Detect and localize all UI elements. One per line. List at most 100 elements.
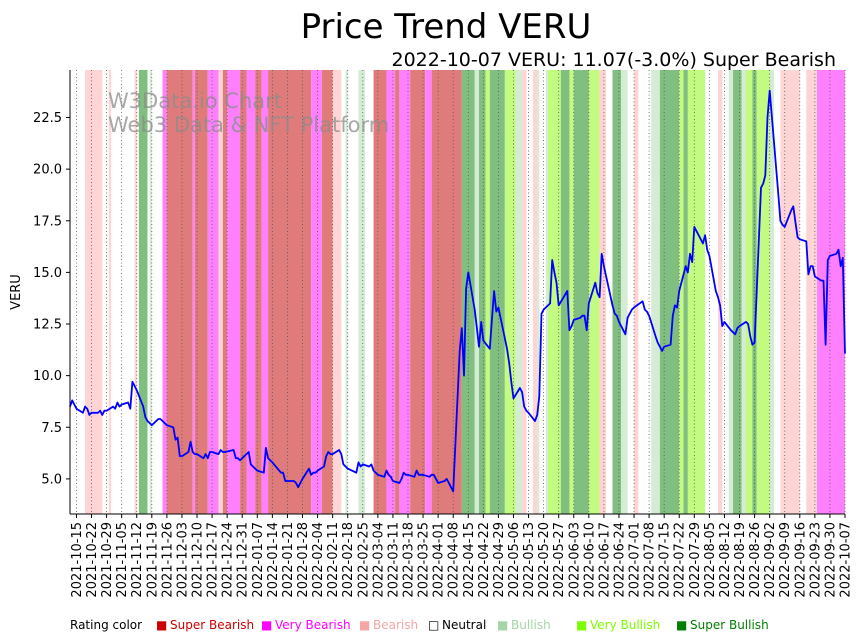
rating-band: [358, 70, 365, 514]
x-tick-label: 2021-11-19: [145, 522, 160, 598]
rating-legend: Rating color ■ Super Bearish ■ Very Bearish…: [70, 618, 769, 632]
rating-band: [227, 70, 241, 514]
rating-band: [321, 70, 333, 514]
rating-band: [515, 70, 523, 514]
x-tick-label: 2022-09-09: [778, 522, 793, 598]
axes: [69, 70, 845, 515]
rating-band: [588, 70, 600, 514]
rating-band: [240, 70, 247, 514]
rating-band: [651, 70, 660, 514]
rating-band: [728, 70, 734, 514]
rating-band: [347, 70, 359, 514]
x-tick-label: 2022-02-11: [326, 522, 341, 598]
rating-band: [194, 70, 208, 514]
y-tick-label: 10.0: [33, 369, 62, 384]
x-tick-label: 2021-12-17: [206, 522, 221, 598]
rating-band: [784, 70, 800, 514]
rating-bands: [78, 70, 845, 514]
y-tick-label: 22.5: [33, 111, 62, 126]
legend-label: Super Bullish: [690, 618, 769, 632]
y-tick-label: 15.0: [33, 266, 62, 281]
x-tick-label: 2022-02-04: [311, 522, 326, 598]
rating-band: [659, 70, 680, 514]
x-tick-label: 2022-06-10: [582, 522, 597, 598]
rating-band: [485, 70, 490, 514]
rating-band: [745, 70, 753, 514]
legend-swatch: ■: [676, 618, 687, 632]
rating-band: [812, 70, 818, 514]
legend-swatch: □: [428, 618, 439, 632]
x-tick-label: 2021-11-05: [115, 522, 130, 598]
watermark-line-1: W3Data.io Chart: [108, 89, 282, 113]
x-tick-label: 2022-09-23: [808, 522, 823, 598]
rating-band: [532, 70, 538, 514]
rating-band: [399, 70, 411, 514]
legend-swatch: ■: [261, 618, 272, 632]
x-tick-label: 2022-07-08: [643, 522, 658, 598]
x-tick-label: 2022-02-25: [356, 522, 371, 598]
x-tick-label: 2022-04-29: [492, 522, 507, 598]
rating-band: [461, 70, 475, 514]
legend-swatch: ■: [156, 618, 167, 632]
price-line: [69, 89, 846, 493]
x-tick-label: 2022-02-18: [341, 522, 356, 598]
chart-title: Price Trend VERU: [301, 7, 592, 47]
rating-band: [489, 70, 505, 514]
rating-band: [741, 70, 746, 514]
rating-band: [149, 70, 152, 514]
rating-band: [431, 70, 462, 514]
rating-band: [687, 70, 706, 514]
legend-label: Super Bearish: [170, 618, 254, 632]
x-tick-label: 2022-08-26: [748, 522, 763, 598]
rating-band: [537, 70, 540, 514]
legend-label: Very Bearish: [275, 618, 351, 632]
x-tick-label: 2022-06-03: [567, 522, 582, 598]
x-tick-label: 2021-10-15: [70, 522, 85, 598]
x-tick-label: 2022-01-21: [281, 522, 296, 598]
x-tick-label: 2021-10-22: [85, 522, 100, 598]
rating-band: [569, 70, 574, 514]
rating-band: [545, 70, 548, 514]
rating-band: [780, 70, 785, 514]
x-tick-label: 2022-04-22: [477, 522, 492, 598]
watermark: W3Data.io Chart Web3 Data & NFT Platform: [108, 89, 389, 137]
legend-label: Neutral: [442, 618, 486, 632]
x-tick-label: 2021-10-29: [100, 522, 115, 598]
y-axis-ticks: 5.0 7.5 10.0 12.5 15.0 17.5 20.0 22.5: [33, 111, 70, 487]
rating-band: [612, 70, 622, 514]
x-tick-label: 2021-11-26: [160, 522, 175, 598]
x-tick-label: 2022-06-17: [597, 522, 612, 598]
legend-label: Bearish: [373, 618, 418, 632]
x-tick-label: 2022-09-02: [763, 522, 778, 598]
legend-swatch: ■: [359, 618, 370, 632]
rating-band: [522, 70, 527, 514]
x-tick-label: 2022-09-16: [793, 522, 808, 598]
rating-band: [683, 70, 688, 514]
rating-band: [756, 70, 770, 514]
rating-band: [134, 70, 137, 514]
x-tick-label: 2021-12-03: [175, 522, 190, 598]
legend-swatch: ■: [576, 618, 587, 632]
x-tick-label: 2022-06-24: [612, 522, 627, 598]
legend-label: Very Bullish: [590, 618, 660, 632]
rating-band: [332, 70, 342, 514]
x-tick-label: 2022-01-07: [251, 522, 266, 598]
rating-band: [560, 70, 570, 514]
x-tick-label: 2022-08-19: [733, 522, 748, 598]
rating-band: [621, 70, 628, 514]
rating-band: [345, 70, 348, 514]
x-tick-label: 2022-09-30: [823, 522, 838, 598]
x-tick-label: 2022-08-05: [703, 522, 718, 598]
rating-band: [386, 70, 396, 514]
rating-band: [108, 70, 111, 514]
x-tick-label: 2022-03-04: [371, 522, 386, 598]
rating-band: [166, 70, 193, 514]
rating-band: [634, 70, 639, 514]
x-tick-label: 2022-05-06: [507, 522, 522, 598]
rating-band: [410, 70, 426, 514]
x-tick-label: 2022-05-13: [522, 522, 537, 598]
x-tick-label: 2022-08-12: [718, 522, 733, 598]
x-tick-label: 2022-10-07: [839, 522, 854, 598]
rating-band: [752, 70, 757, 514]
